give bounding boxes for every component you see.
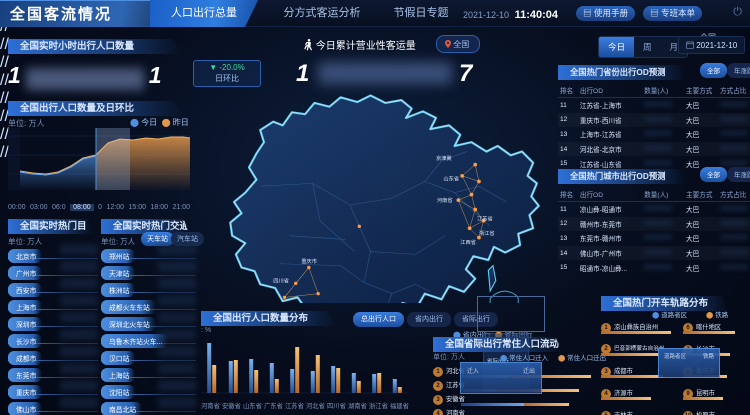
svg-text:四川省: 四川省 (273, 276, 289, 284)
svg-text:江西省: 江西省 (460, 238, 476, 246)
svg-text:江苏省: 江苏省 (477, 215, 493, 223)
svg-text:浙江省: 浙江省 (479, 229, 495, 237)
svg-text:河南省: 河南省 (437, 196, 453, 204)
svg-text:京津冀: 京津冀 (436, 154, 452, 162)
svg-text:重庆市: 重庆市 (301, 257, 317, 265)
svg-text:山东省: 山东省 (443, 175, 459, 183)
